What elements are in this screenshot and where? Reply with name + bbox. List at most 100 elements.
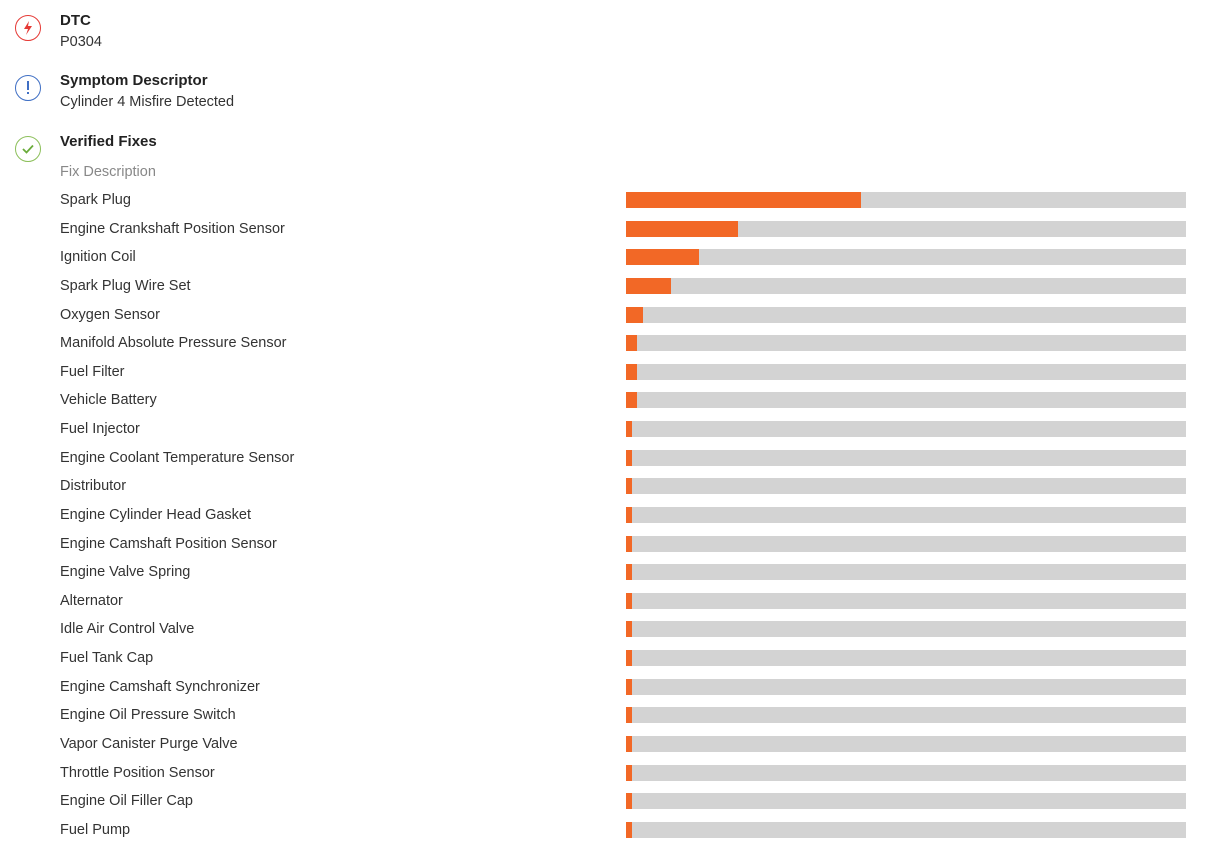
fix-row: Engine Cylinder Head Gasket bbox=[0, 506, 1216, 536]
fix-bar-track bbox=[626, 707, 1186, 724]
fix-bar-track bbox=[626, 421, 1186, 438]
fix-bar-fill bbox=[626, 735, 632, 752]
symptom-title: Symptom Descriptor bbox=[60, 72, 208, 89]
fix-bar-track bbox=[626, 650, 1186, 667]
fix-bar-fill bbox=[626, 592, 632, 609]
fix-bar-track bbox=[626, 621, 1186, 638]
fix-row: Engine Camshaft Synchronizer bbox=[0, 678, 1216, 708]
fix-bar-fill bbox=[626, 535, 632, 552]
fix-row: Spark Plug Wire Set bbox=[0, 277, 1216, 307]
fix-label: Engine Oil Pressure Switch bbox=[60, 707, 236, 724]
fix-bar-track bbox=[626, 449, 1186, 466]
fix-label: Idle Air Control Valve bbox=[60, 621, 195, 638]
fix-description-header: Fix Description bbox=[60, 164, 156, 180]
fix-row: Oxygen Sensor bbox=[0, 306, 1216, 336]
fix-row: Idle Air Control Valve bbox=[0, 621, 1216, 650]
fix-label: Engine Valve Spring bbox=[60, 564, 191, 581]
fix-bar-track bbox=[626, 821, 1186, 838]
fix-bar-track bbox=[626, 592, 1186, 609]
fix-row: Alternator bbox=[0, 592, 1216, 622]
fix-bar-track bbox=[626, 506, 1186, 523]
fix-bar-track bbox=[626, 192, 1186, 208]
fix-bar-track bbox=[626, 764, 1186, 781]
fix-label: Engine Coolant Temperature Sensor bbox=[60, 449, 295, 466]
fix-bar-fill bbox=[626, 793, 632, 810]
fix-bar-fill bbox=[626, 192, 862, 208]
fix-label: Engine Crankshaft Position Sensor bbox=[60, 220, 285, 237]
fix-bar-fill bbox=[626, 421, 632, 438]
fix-label: Oxygen Sensor bbox=[60, 306, 160, 323]
fix-bar-fill bbox=[626, 564, 632, 581]
fix-bar-track bbox=[626, 249, 1186, 266]
fix-row: Throttle Position Sensor bbox=[0, 764, 1216, 794]
fix-bar-fill bbox=[626, 363, 638, 380]
fix-bar-track bbox=[626, 678, 1186, 695]
fix-row: Engine Coolant Temperature Sensor bbox=[0, 449, 1216, 479]
check-icon bbox=[15, 136, 41, 162]
fix-label: Spark Plug Wire Set bbox=[60, 277, 191, 294]
fix-row: Distributor bbox=[0, 478, 1216, 507]
fix-label: Vapor Canister Purge Valve bbox=[60, 735, 238, 752]
fix-bar-fill bbox=[626, 650, 632, 667]
fix-label: Ignition Coil bbox=[60, 249, 136, 266]
fix-row: Fuel Pump bbox=[0, 821, 1216, 851]
fix-label: Manifold Absolute Pressure Sensor bbox=[60, 335, 287, 352]
fix-bar-fill bbox=[626, 478, 632, 495]
fix-label: Throttle Position Sensor bbox=[60, 764, 215, 781]
fix-bar-track bbox=[626, 306, 1186, 323]
fix-bar-fill bbox=[626, 621, 632, 638]
fix-label: Engine Cylinder Head Gasket bbox=[60, 506, 252, 523]
fix-label: Spark Plug bbox=[60, 192, 131, 208]
symptom-value: Cylinder 4 Misfire Detected bbox=[60, 94, 235, 110]
fix-label: Engine Oil Filler Cap bbox=[60, 793, 193, 810]
fix-label: Fuel Filter bbox=[60, 363, 125, 380]
fix-bar-fill bbox=[626, 678, 632, 695]
fix-label: Vehicle Battery bbox=[60, 392, 157, 409]
fix-label: Fuel Injector bbox=[60, 421, 140, 438]
fix-bar-track bbox=[626, 220, 1186, 237]
fix-label: Engine Camshaft Synchronizer bbox=[60, 678, 260, 695]
fix-bar-fill bbox=[626, 306, 643, 323]
fix-label: Alternator bbox=[60, 592, 123, 609]
fix-row: Engine Oil Filler Cap bbox=[0, 793, 1216, 822]
fix-bar-fill bbox=[626, 277, 671, 294]
fix-row: Engine Valve Spring bbox=[0, 564, 1216, 593]
exclamation-icon bbox=[15, 75, 41, 101]
verified-fixes-title: Verified Fixes bbox=[60, 133, 157, 150]
fix-bar-track bbox=[626, 735, 1186, 752]
fix-bar-track bbox=[626, 277, 1186, 294]
fix-row: Ignition Coil bbox=[0, 249, 1216, 278]
fix-row: Fuel Injector bbox=[0, 421, 1216, 450]
fix-bar-fill bbox=[626, 449, 632, 466]
fix-bar-fill bbox=[626, 707, 632, 724]
fix-row: Fuel Tank Cap bbox=[0, 650, 1216, 679]
fix-bar-track bbox=[626, 363, 1186, 380]
fix-bar-fill bbox=[626, 220, 738, 237]
fix-bar-fill bbox=[626, 506, 632, 523]
fix-row: Spark Plug bbox=[0, 192, 1216, 221]
fix-bar-fill bbox=[626, 249, 699, 266]
fix-bar-track bbox=[626, 535, 1186, 552]
fix-bar-fill bbox=[626, 764, 632, 781]
fix-bar-fill bbox=[626, 335, 638, 352]
lightning-icon bbox=[15, 15, 41, 41]
fix-row: Vapor Canister Purge Valve bbox=[0, 735, 1216, 765]
fix-row: Fuel Filter bbox=[0, 363, 1216, 393]
fix-row: Engine Camshaft Position Sensor bbox=[0, 535, 1216, 565]
dtc-value: P0304 bbox=[60, 34, 102, 50]
fix-label: Engine Camshaft Position Sensor bbox=[60, 535, 277, 552]
fix-bar-track bbox=[626, 564, 1186, 581]
dtc-title: DTC bbox=[60, 12, 91, 29]
fix-label: Fuel Pump bbox=[60, 821, 131, 838]
fix-bar-fill bbox=[626, 821, 632, 838]
fix-bar-track bbox=[626, 392, 1186, 409]
fix-bar-track bbox=[626, 478, 1186, 495]
fix-row: Engine Oil Pressure Switch bbox=[0, 707, 1216, 736]
fix-label: Fuel Tank Cap bbox=[60, 650, 154, 667]
fix-row: Vehicle Battery bbox=[0, 392, 1216, 421]
fix-row: Engine Crankshaft Position Sensor bbox=[0, 220, 1216, 250]
fix-bar-fill bbox=[626, 392, 638, 409]
fix-row: Manifold Absolute Pressure Sensor bbox=[0, 335, 1216, 364]
fix-bar-track bbox=[626, 793, 1186, 810]
fix-bar-track bbox=[626, 335, 1186, 352]
